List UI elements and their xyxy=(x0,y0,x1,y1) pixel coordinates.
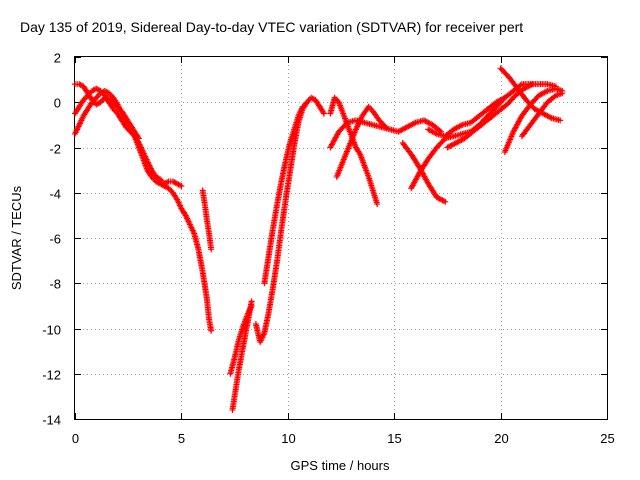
data-point xyxy=(557,117,564,124)
data-point xyxy=(442,198,449,205)
data-point xyxy=(374,201,381,208)
plot-frame xyxy=(74,56,608,420)
data-points xyxy=(72,65,566,413)
x-tick-label: 0 xyxy=(72,431,79,446)
y-tick-label: -12 xyxy=(42,368,61,383)
chart-title: Day 135 of 2019, Sidereal Day-to-day VTE… xyxy=(20,19,523,35)
x-tick-label: 25 xyxy=(600,431,614,446)
y-axis-label: SDTVAR / TECUs xyxy=(9,185,24,290)
axis-ticks xyxy=(75,57,608,420)
data-point xyxy=(248,302,255,309)
y-tick-label: -14 xyxy=(42,413,61,428)
y-tick-label: -2 xyxy=(49,142,61,157)
data-point xyxy=(134,134,141,141)
x-tick-label: 5 xyxy=(178,431,185,446)
data-point xyxy=(299,103,306,110)
y-tick-label: -8 xyxy=(49,277,61,292)
data-point xyxy=(559,90,566,97)
x-tick-label: 15 xyxy=(387,431,401,446)
data-point xyxy=(208,246,215,253)
data-point xyxy=(529,81,536,88)
y-tick-label: -10 xyxy=(42,323,61,338)
data-point xyxy=(320,109,327,116)
x-axis-label: GPS time / hours xyxy=(291,458,390,473)
data-point xyxy=(178,182,185,189)
data-point xyxy=(208,327,215,334)
tick-labels: 0 5 10 15 20 25 -14 -12 -10 -8 -6 -4 -2 0 2 xyxy=(42,51,615,447)
data-point xyxy=(501,94,508,101)
data-point xyxy=(320,110,327,117)
y-tick-label: 0 xyxy=(54,96,61,111)
y-tick-label: -6 xyxy=(49,232,61,247)
x-tick-label: 20 xyxy=(494,431,508,446)
y-tick-label: -4 xyxy=(49,187,61,202)
x-tick-label: 10 xyxy=(281,431,295,446)
y-tick-label: 2 xyxy=(54,51,61,66)
data-point xyxy=(135,135,142,142)
grid-lines xyxy=(75,57,607,419)
